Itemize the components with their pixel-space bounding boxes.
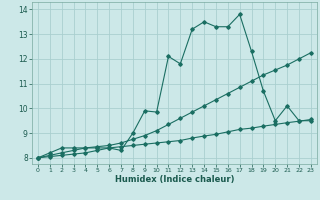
X-axis label: Humidex (Indice chaleur): Humidex (Indice chaleur) xyxy=(115,175,234,184)
